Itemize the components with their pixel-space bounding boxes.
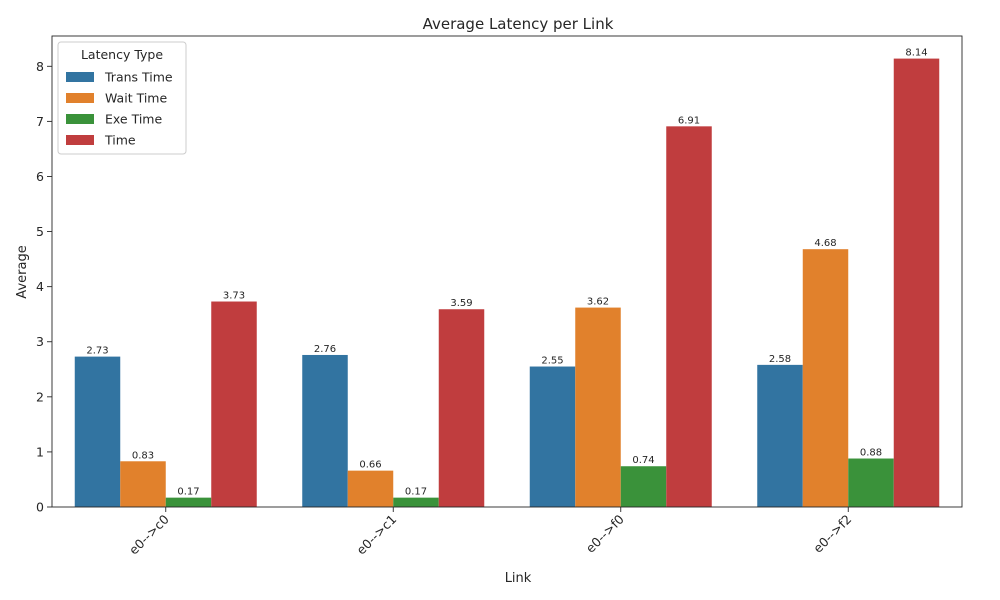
bar-trans-time-1 [302,354,348,507]
bar-trans-time-2 [529,366,576,507]
legend-item-label: Wait Time [105,91,167,106]
bar-time-1 [438,309,485,507]
bar-value-label: 2.58 [769,354,791,365]
y-axis: 0 1 2 3 4 5 6 7 8 [36,59,52,515]
bar-time-3 [893,58,940,508]
x-axis-label: Link [505,571,532,586]
bar-time-2 [666,126,712,507]
bar-wait-time-0 [120,461,166,507]
bar-value-label: 4.68 [814,238,836,249]
bar-value-label: 2.55 [541,356,563,367]
legend-swatch [66,135,94,145]
legend-item-label: Time [104,133,136,148]
bar-labels-group: 2.73 2.76 2.55 2.58 0.83 0.66 3.62 4.68 0.17 0.17… [86,48,927,498]
bar-value-label: 2.76 [314,344,336,355]
chart-title: Average Latency per Link [423,15,614,33]
y-tick-label: 5 [36,224,44,239]
bar-value-label: 0.17 [177,487,199,498]
y-tick-label: 4 [36,279,44,294]
y-tick-label: 6 [36,169,44,184]
legend-title: Latency Type [81,47,163,62]
y-tick-label: 8 [36,59,44,74]
bar-trans-time-3 [757,364,803,507]
bar-value-label: 0.83 [132,450,154,461]
bar-value-label: 2.73 [86,346,108,357]
legend-box [57,41,187,155]
y-axis-label: Average [15,245,30,298]
bar-value-label: 3.59 [450,298,472,309]
legend-swatch [66,72,94,82]
y-tick-label: 0 [36,500,44,515]
bar-value-label: 3.62 [587,297,609,308]
legend: Latency Type Trans Time Wait Time Exe Time T… [57,41,187,155]
legend-swatch [66,114,94,124]
bar-exe-time-0 [165,497,212,507]
bar-value-label: 0.74 [632,455,654,466]
bar-exe-time-3 [848,458,894,507]
legend-swatch [66,93,94,103]
bar-trans-time-0 [74,356,121,507]
bar-exe-time-1 [393,497,439,507]
y-tick-label: 7 [36,114,44,129]
bar-time-0 [211,301,257,507]
bar-value-label: 0.66 [359,460,381,471]
legend-item-label: Exe Time [105,112,162,127]
x-axis: e0-->c0 e0-->c1 e0-->f0 e0-->f2 [126,507,854,557]
x-tick-label: e0-->c1 [353,512,399,558]
bars-group [74,58,940,508]
plot-frame [51,35,963,508]
y-tick-label: 2 [36,389,44,404]
x-tick-label: e0-->f2 [810,512,854,556]
y-tick-label: 1 [36,444,44,459]
x-tick-label: e0-->f0 [583,511,627,555]
bar-value-label: 6.91 [678,115,700,126]
bar-exe-time-2 [620,466,667,507]
bar-value-label: 8.14 [905,48,927,59]
x-tick-label: e0-->c0 [126,511,172,557]
bar-value-label: 0.17 [405,487,427,498]
bar-value-label: 3.73 [223,291,245,302]
bar-wait-time-2 [575,307,621,507]
bar-wait-time-3 [802,249,849,507]
legend-item-label: Trans Time [104,70,173,85]
bar-wait-time-1 [347,470,394,507]
y-tick-label: 3 [36,334,44,349]
bar-value-label: 0.88 [860,448,882,459]
